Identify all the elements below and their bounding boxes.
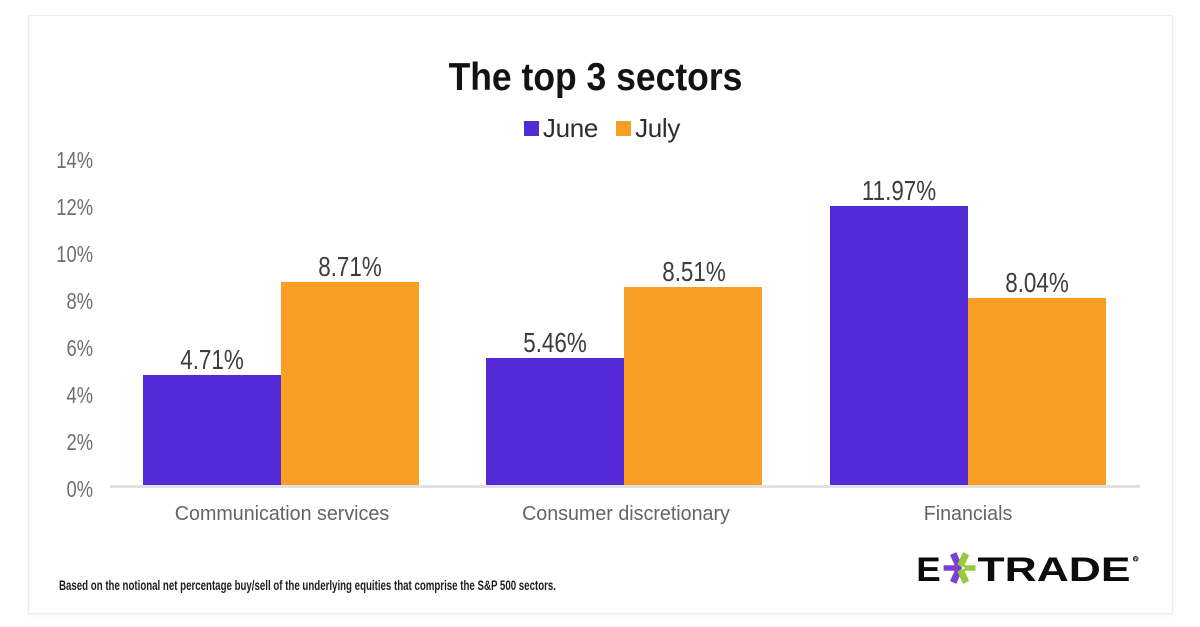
svg-text:TRADE: TRADE <box>978 551 1131 588</box>
svg-text:E: E <box>916 551 941 588</box>
svg-text:R: R <box>1134 556 1138 561</box>
